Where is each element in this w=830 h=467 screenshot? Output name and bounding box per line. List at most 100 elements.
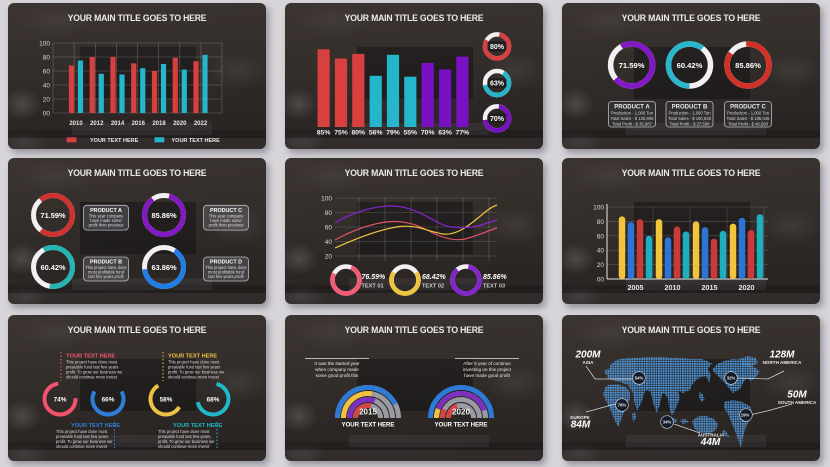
svg-text:Total Sales - $ 185,046: Total Sales - $ 185,046 bbox=[727, 116, 771, 121]
svg-text:YOUR TEXT HERE: YOUR TEXT HERE bbox=[435, 422, 488, 429]
svg-text:most profitable fund: most profitable fund bbox=[88, 270, 125, 275]
svg-text:78%: 78% bbox=[618, 403, 627, 408]
svg-text:Total Sales - $ 160,536: Total Sales - $ 160,536 bbox=[668, 116, 712, 121]
svg-text:most profitable fund: most profitable fund bbox=[208, 270, 245, 275]
svg-text:54%: 54% bbox=[635, 376, 644, 381]
svg-text:have made some: have made some bbox=[210, 218, 242, 223]
svg-text:PRODUCT D: PRODUCT D bbox=[210, 260, 242, 266]
svg-text:40: 40 bbox=[597, 248, 605, 255]
svg-text:44M: 44M bbox=[700, 437, 721, 448]
svg-text:128M: 128M bbox=[769, 350, 795, 361]
svg-text:This project have done most: This project have done most bbox=[168, 360, 220, 365]
svg-text:profit. To grow our business w: profit. To grow our business we bbox=[168, 370, 225, 375]
svg-text:when company made: when company made bbox=[315, 367, 359, 372]
svg-text:This year company: This year company bbox=[89, 213, 125, 218]
svg-text:56%: 56% bbox=[369, 130, 383, 137]
svg-text:60.42%: 60.42% bbox=[40, 263, 65, 272]
svg-text:Total Profit - $ 27,598: Total Profit - $ 27,598 bbox=[670, 121, 710, 126]
svg-text:71.59%: 71.59% bbox=[619, 61, 645, 70]
svg-text:should continue more invest: should continue more invest bbox=[56, 444, 108, 449]
svg-text:This project have done: This project have done bbox=[205, 265, 247, 270]
svg-text:63%: 63% bbox=[490, 81, 505, 88]
svg-text:00: 00 bbox=[43, 111, 51, 118]
svg-text:84M: 84M bbox=[571, 420, 591, 431]
svg-text:AUSTRALIA: AUSTRALIA bbox=[698, 433, 725, 438]
svg-text:TEXT 02: TEXT 02 bbox=[422, 284, 444, 290]
svg-text:85.86%: 85.86% bbox=[483, 274, 508, 281]
svg-text:should continue more invest: should continue more invest bbox=[66, 375, 118, 380]
svg-text:profit. To grow our business w: profit. To grow our business we bbox=[56, 439, 113, 444]
svg-text:2018: 2018 bbox=[152, 121, 166, 127]
svg-text:have made good profit: have made good profit bbox=[464, 373, 510, 378]
svg-text:PRODUCT A: PRODUCT A bbox=[90, 208, 122, 214]
svg-text:It was the started year: It was the started year bbox=[314, 361, 360, 366]
svg-text:After 5 year of continue: After 5 year of continue bbox=[463, 361, 511, 366]
svg-text:80: 80 bbox=[325, 210, 333, 217]
svg-text:PRODUCT B: PRODUCT B bbox=[90, 260, 122, 266]
svg-text:TEXT 01: TEXT 01 bbox=[362, 284, 384, 290]
svg-text:85.86%: 85.86% bbox=[151, 211, 176, 220]
svg-text:32%: 32% bbox=[727, 376, 736, 381]
svg-text:79%: 79% bbox=[386, 130, 400, 137]
svg-text:preatable fund last few years: preatable fund last few years bbox=[158, 434, 210, 439]
svg-text:2014: 2014 bbox=[111, 121, 125, 127]
svg-text:100: 100 bbox=[321, 196, 332, 203]
svg-text:60: 60 bbox=[325, 225, 333, 232]
svg-text:80%: 80% bbox=[490, 44, 505, 51]
svg-text:YOUR TEXT HERE: YOUR TEXT HERE bbox=[71, 423, 120, 429]
svg-text:2012: 2012 bbox=[90, 121, 104, 127]
svg-text:profit than previous: profit than previous bbox=[89, 223, 124, 228]
svg-text:should continue more invest: should continue more invest bbox=[168, 375, 220, 380]
svg-text:70%: 70% bbox=[490, 116, 505, 123]
svg-text:40: 40 bbox=[43, 83, 51, 90]
svg-text:20: 20 bbox=[597, 262, 605, 269]
svg-text:PRODUCT C: PRODUCT C bbox=[730, 105, 766, 111]
svg-text:50M: 50M bbox=[787, 390, 807, 401]
svg-text:76.59%: 76.59% bbox=[362, 274, 387, 281]
svg-text:preatable fund last few years: preatable fund last few years bbox=[168, 365, 220, 370]
svg-text:preatable fund last few years: preatable fund last few years bbox=[66, 365, 118, 370]
svg-text:have made some: have made some bbox=[90, 218, 122, 223]
svg-text:YOUR TEXT HERE: YOUR TEXT HERE bbox=[66, 354, 115, 360]
svg-text:This year company: This year company bbox=[209, 213, 245, 218]
svg-text:200M: 200M bbox=[574, 350, 601, 361]
svg-text:investing on this project: investing on this project bbox=[463, 367, 512, 372]
svg-text:Production - 1,000 Ton: Production - 1,000 Ton bbox=[611, 111, 654, 116]
svg-text:60: 60 bbox=[43, 69, 51, 76]
svg-text:last few years profit: last few years profit bbox=[88, 274, 124, 279]
svg-text:85%: 85% bbox=[317, 130, 331, 137]
svg-text:77%: 77% bbox=[456, 130, 470, 137]
svg-text:58%: 58% bbox=[160, 396, 173, 403]
svg-text:This project have done most: This project have done most bbox=[56, 429, 108, 434]
svg-text:2010: 2010 bbox=[69, 121, 83, 127]
svg-text:Total Sales - $ 125,908: Total Sales - $ 125,908 bbox=[611, 116, 655, 121]
svg-text:Production - 1,000 Ton: Production - 1,000 Ton bbox=[727, 111, 770, 116]
svg-text:ASIA: ASIA bbox=[583, 360, 595, 365]
svg-text:preatable fund last few years: preatable fund last few years bbox=[56, 434, 108, 439]
svg-text:PRODUCT A: PRODUCT A bbox=[614, 105, 650, 111]
svg-text:71.59%: 71.59% bbox=[40, 211, 65, 220]
svg-text:YOUR TEXT HERE: YOUR TEXT HERE bbox=[172, 138, 221, 144]
svg-text:68%: 68% bbox=[207, 396, 220, 403]
svg-text:Production - 1,000 Ton: Production - 1,000 Ton bbox=[668, 111, 711, 116]
svg-text:00: 00 bbox=[597, 277, 605, 284]
svg-text:2010: 2010 bbox=[665, 283, 681, 292]
svg-text:60.42%: 60.42% bbox=[677, 61, 703, 70]
svg-text:20: 20 bbox=[43, 97, 51, 104]
svg-text:80: 80 bbox=[597, 219, 605, 226]
svg-text:19%: 19% bbox=[741, 413, 750, 418]
svg-text:YOUR TEXT HERE: YOUR TEXT HERE bbox=[173, 423, 222, 429]
svg-text:80%: 80% bbox=[351, 130, 365, 137]
svg-text:Total Profit - $ 48,568: Total Profit - $ 48,568 bbox=[728, 121, 768, 126]
svg-text:This project have done: This project have done bbox=[85, 265, 127, 270]
svg-text:2020: 2020 bbox=[739, 283, 755, 292]
svg-text:34%: 34% bbox=[663, 420, 672, 425]
svg-text:75%: 75% bbox=[334, 130, 348, 137]
svg-text:last few years profit: last few years profit bbox=[208, 274, 244, 279]
svg-text:2022: 2022 bbox=[194, 121, 208, 127]
svg-text:YOUR TEXT HERE: YOUR TEXT HERE bbox=[90, 138, 139, 144]
svg-text:55%: 55% bbox=[403, 130, 417, 137]
svg-text:some good profit this: some good profit this bbox=[316, 373, 359, 378]
svg-text:2015: 2015 bbox=[702, 283, 718, 292]
svg-text:2015: 2015 bbox=[359, 408, 377, 417]
